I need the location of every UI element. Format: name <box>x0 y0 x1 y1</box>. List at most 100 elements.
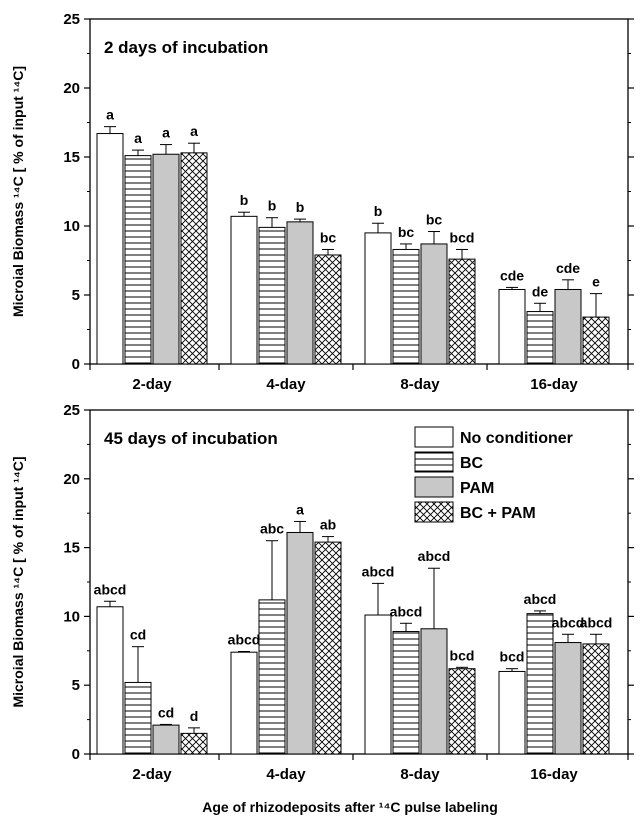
bar-bc-pam <box>448 668 476 755</box>
significance-label-pam: b <box>296 199 305 215</box>
bar-no-conditioner <box>364 614 392 755</box>
significance-label-pam: cde <box>556 260 580 276</box>
legend-label-bc: BC <box>460 455 484 472</box>
significance-label-bc: abcd <box>390 603 423 619</box>
bar-bc <box>124 155 152 365</box>
y-tick-label: 15 <box>63 149 80 166</box>
bar-no-conditioner <box>364 232 392 365</box>
bar-no-conditioner <box>230 651 258 755</box>
bar-bc <box>392 631 420 755</box>
bar-bc-pam <box>314 541 342 755</box>
bar-pam <box>420 628 448 755</box>
y-tick-label: 5 <box>72 287 80 304</box>
bar-bc <box>392 248 420 365</box>
significance-label-pam: a <box>296 501 304 517</box>
y-tick-label: 0 <box>72 746 80 763</box>
x-axis-title: Age of rhizodeposits after ¹⁴C pulse lab… <box>202 799 498 815</box>
legend-swatch-bc-pam <box>414 501 454 523</box>
legend-swatch-bc <box>414 451 454 473</box>
bar-bc-pam <box>448 258 476 365</box>
legend-label-bc-pam: BC + PAM <box>460 505 536 522</box>
significance-label-bc-pam: bc <box>320 229 337 245</box>
legend: No conditioner BC PAM BC + PAM <box>414 426 573 523</box>
bar-bc-pam <box>582 643 610 755</box>
legend-label-no-conditioner: No conditioner <box>460 430 573 447</box>
x-category-label: 2-day <box>132 376 172 393</box>
y-axis-title: Microial Biomass ¹⁴C [ % of input ¹⁴C] <box>10 456 26 707</box>
bar-no-conditioner <box>498 288 526 365</box>
legend-label-pam: PAM <box>460 480 494 497</box>
bar-bc <box>258 599 286 755</box>
bar-bc-pam <box>582 316 610 365</box>
x-category-label: 16-day <box>530 766 578 783</box>
bar-pam <box>286 221 314 365</box>
bar-no-conditioner <box>96 133 124 365</box>
significance-label-pam: abcd <box>418 548 451 564</box>
significance-label-no-conditioner: abcd <box>94 581 127 597</box>
significance-label-no-conditioner: bcd <box>500 649 525 665</box>
x-category-label: 4-day <box>266 766 306 783</box>
significance-label-pam: bc <box>426 212 443 228</box>
x-category-label: 8-day <box>400 376 440 393</box>
bar-no-conditioner <box>498 670 526 755</box>
legend-swatch-pam <box>414 476 454 498</box>
y-tick-label: 0 <box>72 356 80 373</box>
bar-bc <box>526 613 554 755</box>
significance-label-bc-pam: ab <box>320 517 336 533</box>
significance-label-no-conditioner: abcd <box>362 563 395 579</box>
panel-title: 2 days of incubation <box>104 38 268 57</box>
significance-label-no-conditioner: a <box>106 107 114 123</box>
bar-no-conditioner <box>96 606 124 755</box>
legend-swatch-no-conditioner <box>414 426 454 448</box>
significance-label-bc-pam: d <box>190 708 199 724</box>
significance-label-bc: bc <box>398 224 415 240</box>
significance-label-bc-pam: bcd <box>450 229 475 245</box>
bar-bc-pam <box>314 254 342 365</box>
significance-label-bc: b <box>268 198 277 214</box>
significance-label-no-conditioner: b <box>240 192 249 208</box>
bar-bc-pam <box>180 152 208 365</box>
bar-pam <box>286 531 314 755</box>
bar-bc <box>258 226 286 365</box>
significance-label-bc-pam: e <box>592 274 600 290</box>
y-tick-label: 25 <box>63 402 80 419</box>
significance-label-bc-pam: bcd <box>450 647 475 663</box>
significance-label-bc-pam: abcd <box>580 614 613 630</box>
significance-label-no-conditioner: cde <box>500 267 524 283</box>
y-tick-label: 25 <box>63 11 80 28</box>
bar-pam <box>554 642 582 755</box>
significance-label-bc: de <box>532 283 549 299</box>
significance-label-pam: cd <box>158 704 174 720</box>
y-tick-label: 20 <box>63 80 80 97</box>
y-tick-label: 5 <box>72 677 80 694</box>
bar-pam <box>152 724 180 755</box>
panel-bottom: 0 5 10 15 20 25 2-day 4-day 8-day 16-day 45 days o… <box>10 402 634 783</box>
bar-bc <box>124 681 152 755</box>
bar-pam <box>152 153 180 365</box>
y-axis-title: Microial Biomass ¹⁴C [ % of input ¹⁴C] <box>10 66 26 317</box>
significance-label-bc: a <box>134 130 142 146</box>
y-tick-label: 10 <box>63 218 80 235</box>
bar-bc <box>526 311 554 365</box>
significance-label-pam: a <box>162 125 170 141</box>
bar-no-conditioner <box>230 215 258 365</box>
bar-bc-pam <box>180 732 208 755</box>
significance-label-bc: cd <box>130 627 146 643</box>
significance-label-no-conditioner: b <box>374 203 383 219</box>
significance-label-bc: abcd <box>524 591 557 607</box>
x-category-label: 8-day <box>400 766 440 783</box>
x-category-label: 4-day <box>266 376 306 393</box>
significance-label-no-conditioner: abcd <box>228 631 261 647</box>
panel-top: 0 5 10 15 20 25 2-day 4-day 8-day 16-day 2 days of… <box>10 11 634 393</box>
panel-title: 45 days of incubation <box>104 429 278 448</box>
x-category-label: 2-day <box>132 766 172 783</box>
significance-label-bc-pam: a <box>190 123 198 139</box>
y-tick-label: 20 <box>63 471 80 488</box>
bar-pam <box>420 243 448 365</box>
x-category-label: 16-day <box>530 376 578 393</box>
significance-label-pam: abcd <box>552 614 585 630</box>
bar-pam <box>554 288 582 365</box>
y-tick-label: 10 <box>63 608 80 625</box>
significance-label-bc: abc <box>260 521 284 537</box>
